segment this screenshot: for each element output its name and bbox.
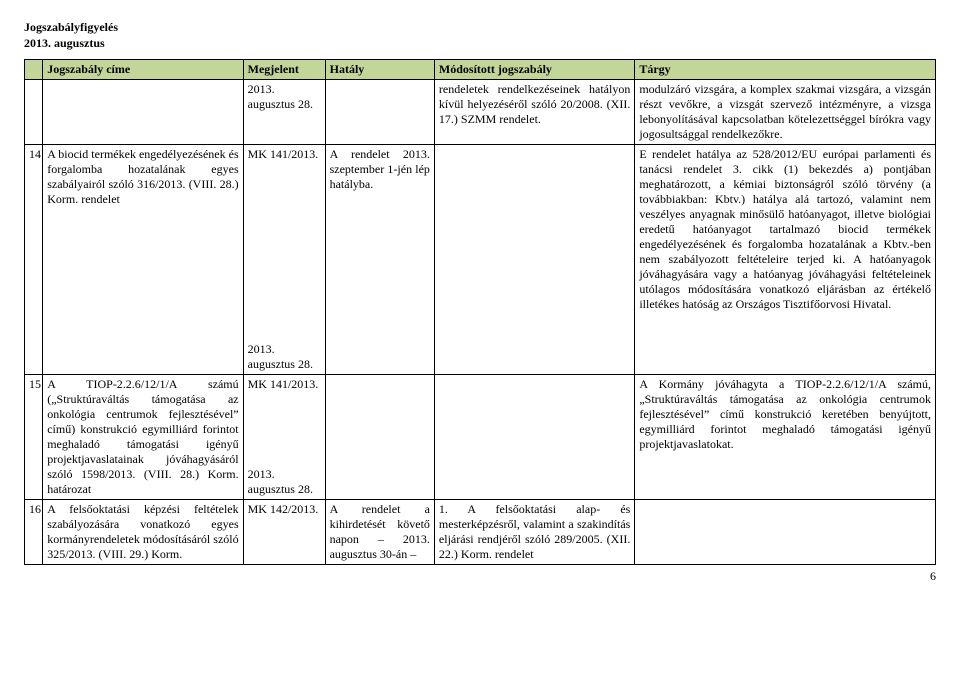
table-row: 2013. augusztus 28. rendeletek rendelkez… (25, 80, 936, 145)
cell-published: 2013. augusztus 28. (243, 80, 325, 145)
cell-modified (434, 145, 634, 375)
cell-published: MK 141/2013. 2013. augusztus 28. (243, 145, 325, 375)
col-header-modified: Módosított jogszabály (434, 60, 634, 80)
table-header-row: Jogszabály címe Megjelent Hatály Módosít… (25, 60, 936, 80)
cell-num: 14 (25, 145, 43, 375)
table-row: 14 A biocid termékek engedélyezésének és… (25, 145, 936, 375)
cell-subject: modulzáró vizsgára, a komplex szakmai vi… (635, 80, 936, 145)
cell-title: A felsőoktatási képzési feltételek szabá… (43, 500, 243, 565)
cell-effective (325, 80, 434, 145)
cell-modified: 1. A felsőoktatási alap- és mesterképzés… (434, 500, 634, 565)
cell-num (25, 80, 43, 145)
cell-title: A TIOP-2.2.6/12/1/A számú („Struktúravál… (43, 375, 243, 500)
doc-header-line1: Jogszabályfigyelés (24, 20, 936, 36)
cell-subject: A Kormány jóváhagyta a TIOP-2.2.6/12/1/A… (635, 375, 936, 500)
col-header-subject: Tárgy (635, 60, 936, 80)
cell-effective: A rendelet 2013. szeptember 1-jén lép ha… (325, 145, 434, 375)
cell-num: 15 (25, 375, 43, 500)
col-header-published: Megjelent (243, 60, 325, 80)
col-header-effective: Hatály (325, 60, 434, 80)
cell-effective: A rendelet a kihirdetését követő napon –… (325, 500, 434, 565)
cell-published: MK 141/2013. 2013. augusztus 28. (243, 375, 325, 500)
table-row: 15 A TIOP-2.2.6/12/1/A számú („Struktúra… (25, 375, 936, 500)
cell-title (43, 80, 243, 145)
cell-published: MK 142/2013. (243, 500, 325, 565)
law-table: Jogszabály címe Megjelent Hatály Módosít… (24, 59, 936, 565)
col-header-num (25, 60, 43, 80)
doc-header-line2: 2013. augusztus (24, 36, 936, 52)
cell-effective (325, 375, 434, 500)
cell-subject (635, 500, 936, 565)
cell-modified (434, 375, 634, 500)
page-number: 6 (24, 569, 936, 584)
cell-subject: E rendelet hatálya az 528/2012/EU európa… (635, 145, 936, 375)
cell-num: 16 (25, 500, 43, 565)
cell-modified: rendeletek rendelkezéseinek hatályon kív… (434, 80, 634, 145)
table-row: 16 A felsőoktatási képzési feltételek sz… (25, 500, 936, 565)
doc-header: Jogszabályfigyelés 2013. augusztus (24, 20, 936, 51)
cell-title: A biocid termékek engedélyezésének és fo… (43, 145, 243, 375)
col-header-title: Jogszabály címe (43, 60, 243, 80)
